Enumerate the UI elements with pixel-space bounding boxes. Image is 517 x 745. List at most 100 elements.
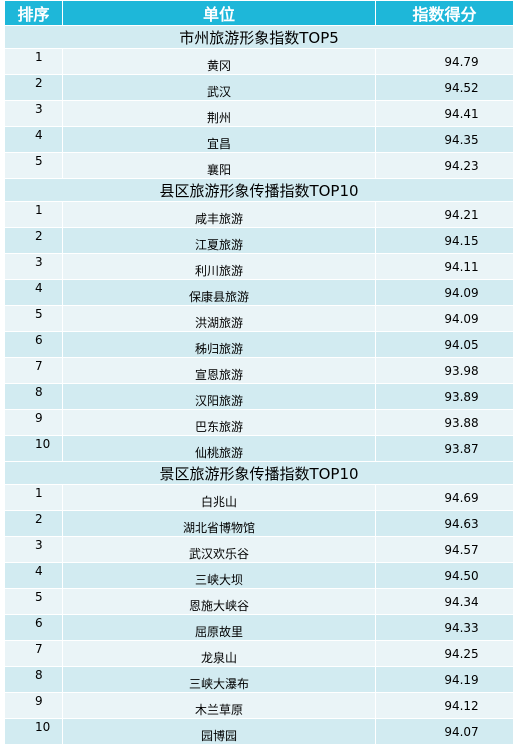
- table-row: 1 白兆山 94.69: [4, 484, 514, 511]
- name-cell: 洪湖旅游: [62, 305, 376, 332]
- table-row: 5 襄阳 94.23: [4, 152, 514, 179]
- score-cell: 93.88: [375, 409, 514, 436]
- rank-cell: 2: [4, 510, 63, 537]
- rank-cell: 4: [4, 126, 63, 153]
- table-row: 7 龙泉山 94.25: [4, 640, 514, 667]
- section-title: 市州旅游形象指数TOP5: [4, 25, 514, 49]
- table-row: 3 武汉欢乐谷 94.57: [4, 536, 514, 563]
- table-row: 3 荆州 94.41: [4, 100, 514, 127]
- rank-cell: 3: [4, 253, 63, 280]
- name-cell: 武汉欢乐谷: [62, 536, 376, 563]
- ranking-table: 排序 单位 指数得分 市州旅游形象指数TOP5 1 黄冈 94.79 2 武汉 94.52 3…: [4, 0, 514, 745]
- name-cell: 江夏旅游: [62, 227, 376, 254]
- table-row: 10 仙桃旅游 93.87: [4, 435, 514, 462]
- name-cell: 宜昌: [62, 126, 376, 153]
- name-cell: 襄阳: [62, 152, 376, 179]
- table-row: 6 秭归旅游 94.05: [4, 331, 514, 358]
- table-row: 10 园博园 94.07: [4, 718, 514, 745]
- table-row: 8 汉阳旅游 93.89: [4, 383, 514, 410]
- section-title-row: 景区旅游形象传播指数TOP10: [4, 461, 514, 485]
- rank-cell: 4: [4, 279, 63, 306]
- score-cell: 94.23: [375, 152, 514, 179]
- score-cell: 94.11: [375, 253, 514, 280]
- score-cell: 94.19: [375, 666, 514, 693]
- score-cell: 94.25: [375, 640, 514, 667]
- name-cell: 屈原故里: [62, 614, 376, 641]
- score-cell: 94.52: [375, 74, 514, 101]
- table-row: 4 宜昌 94.35: [4, 126, 514, 153]
- table-row: 1 咸丰旅游 94.21: [4, 201, 514, 228]
- name-cell: 龙泉山: [62, 640, 376, 667]
- table-body: 市州旅游形象指数TOP5 1 黄冈 94.79 2 武汉 94.52 3 荆州 94.41 4 宜昌 9…: [4, 25, 514, 745]
- table-row: 8 三峡大瀑布 94.19: [4, 666, 514, 693]
- table-row: 9 巴东旅游 93.88: [4, 409, 514, 436]
- rank-cell: 7: [4, 640, 63, 667]
- name-cell: 三峡大瀑布: [62, 666, 376, 693]
- name-cell: 黄冈: [62, 48, 376, 75]
- score-cell: 94.07: [375, 718, 514, 745]
- rank-cell: 1: [4, 484, 63, 511]
- rank-cell: 7: [4, 357, 63, 384]
- table-row: 4 三峡大坝 94.50: [4, 562, 514, 589]
- rank-cell: 5: [4, 305, 63, 332]
- section-title-row: 市州旅游形象指数TOP5: [4, 25, 514, 49]
- rank-cell: 9: [4, 692, 63, 719]
- section-title: 县区旅游形象传播指数TOP10: [4, 178, 514, 202]
- score-cell: 94.79: [375, 48, 514, 75]
- score-cell: 93.89: [375, 383, 514, 410]
- name-cell: 白兆山: [62, 484, 376, 511]
- table-row: 3 利川旅游 94.11: [4, 253, 514, 280]
- rank-cell: 8: [4, 666, 63, 693]
- rank-cell: 2: [4, 74, 63, 101]
- score-cell: 93.98: [375, 357, 514, 384]
- rank-cell: 8: [4, 383, 63, 410]
- table-row: 5 洪湖旅游 94.09: [4, 305, 514, 332]
- header-score: 指数得分: [375, 0, 514, 26]
- table-row: 1 黄冈 94.79: [4, 48, 514, 75]
- header-rank: 排序: [4, 0, 63, 26]
- score-cell: 94.21: [375, 201, 514, 228]
- name-cell: 武汉: [62, 74, 376, 101]
- rank-cell: 3: [4, 536, 63, 563]
- name-cell: 保康县旅游: [62, 279, 376, 306]
- name-cell: 仙桃旅游: [62, 435, 376, 462]
- name-cell: 三峡大坝: [62, 562, 376, 589]
- score-cell: 94.33: [375, 614, 514, 641]
- score-cell: 94.15: [375, 227, 514, 254]
- score-cell: 94.50: [375, 562, 514, 589]
- score-cell: 94.69: [375, 484, 514, 511]
- section-title: 景区旅游形象传播指数TOP10: [4, 461, 514, 485]
- table-row: 4 保康县旅游 94.09: [4, 279, 514, 306]
- ranking-table-container: 排序 单位 指数得分 市州旅游形象指数TOP5 1 黄冈 94.79 2 武汉 94.52 3…: [4, 0, 514, 745]
- name-cell: 秭归旅游: [62, 331, 376, 358]
- score-cell: 94.09: [375, 279, 514, 306]
- score-cell: 94.41: [375, 100, 514, 127]
- header-unit: 单位: [62, 0, 376, 26]
- rank-cell: 1: [4, 201, 63, 228]
- rank-cell: 10: [4, 435, 63, 462]
- rank-cell: 2: [4, 227, 63, 254]
- rank-cell: 6: [4, 614, 63, 641]
- name-cell: 巴东旅游: [62, 409, 376, 436]
- header-row: 排序 单位 指数得分: [4, 0, 514, 26]
- score-cell: 94.09: [375, 305, 514, 332]
- table-row: 2 武汉 94.52: [4, 74, 514, 101]
- name-cell: 湖北省博物馆: [62, 510, 376, 537]
- rank-cell: 5: [4, 588, 63, 615]
- rank-cell: 1: [4, 48, 63, 75]
- table-row: 5 恩施大峡谷 94.34: [4, 588, 514, 615]
- name-cell: 汉阳旅游: [62, 383, 376, 410]
- rank-cell: 6: [4, 331, 63, 358]
- table-row: 7 宣恩旅游 93.98: [4, 357, 514, 384]
- rank-cell: 3: [4, 100, 63, 127]
- name-cell: 咸丰旅游: [62, 201, 376, 228]
- section-title-row: 县区旅游形象传播指数TOP10: [4, 178, 514, 202]
- rank-cell: 4: [4, 562, 63, 589]
- rank-cell: 10: [4, 718, 63, 745]
- table-row: 2 湖北省博物馆 94.63: [4, 510, 514, 537]
- table-row: 9 木兰草原 94.12: [4, 692, 514, 719]
- table-row: 6 屈原故里 94.33: [4, 614, 514, 641]
- score-cell: 94.63: [375, 510, 514, 537]
- name-cell: 木兰草原: [62, 692, 376, 719]
- score-cell: 94.12: [375, 692, 514, 719]
